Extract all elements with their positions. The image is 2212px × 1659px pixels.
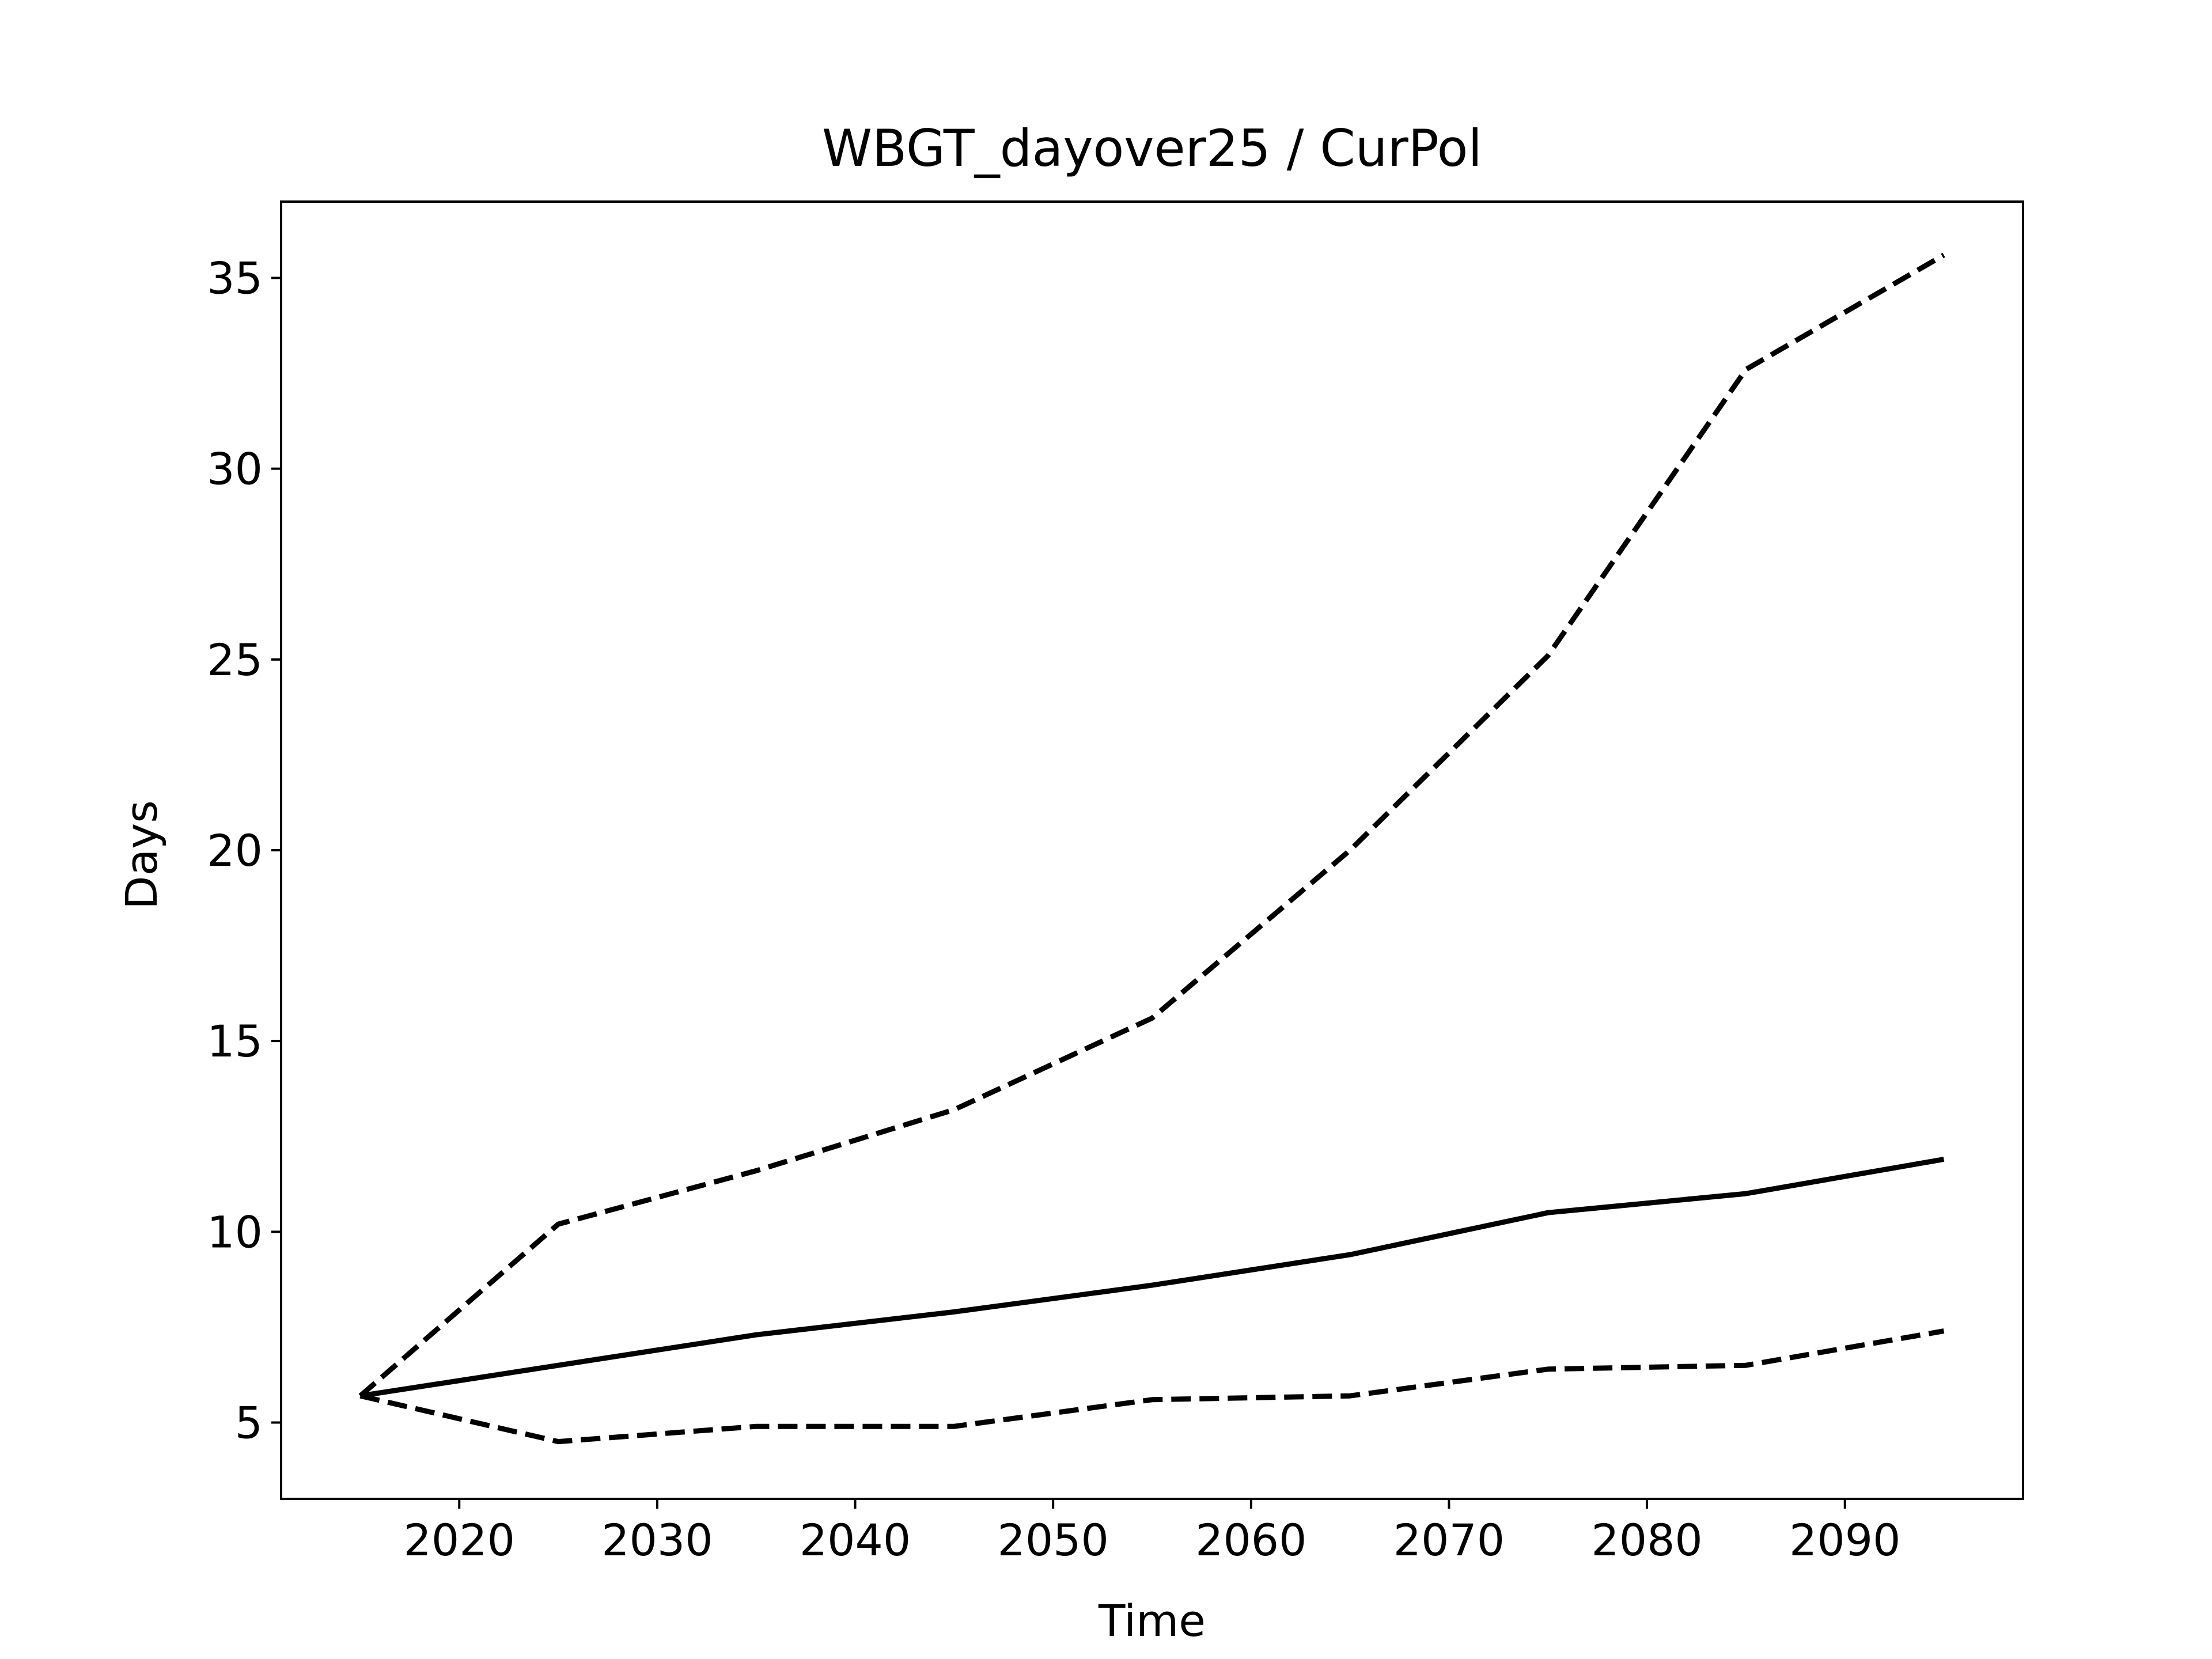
x-axis-label: Time [1098,1595,1206,1646]
x-tick-label: 2070 [1393,1514,1505,1566]
y-tick-label: 30 [207,444,263,495]
y-tick-label: 15 [207,1016,263,1067]
series-line-1-dashed [358,252,1945,1398]
x-tick-label: 2080 [1591,1514,1702,1566]
x-tick-label: 2020 [404,1514,515,1566]
y-tick-label: 35 [207,252,263,304]
y-axis: 5 10 15 20 25 30 35 [207,252,281,1449]
series-line-2-solid [359,1157,1945,1399]
chart-title: WBGT_dayover25 / CurPol [822,119,1482,178]
x-tick-label: 2060 [1195,1514,1306,1566]
y-tick-label: 5 [235,1397,263,1449]
y-tick-label: 10 [207,1206,263,1257]
x-tick-label: 2030 [601,1514,713,1566]
series-layer [358,252,1945,1445]
series-line-3-dashed [359,1328,1945,1445]
y-axis-label: Days [116,800,167,910]
y-tick-label: 20 [207,825,263,876]
x-tick-label: 2090 [1789,1514,1900,1566]
y-tick-label: 25 [207,634,263,685]
x-tick-label: 2050 [997,1514,1108,1566]
x-axis: 2020 2030 2040 2050 2060 2070 2080 2090 [404,1499,1900,1566]
x-tick-label: 2040 [800,1514,911,1566]
